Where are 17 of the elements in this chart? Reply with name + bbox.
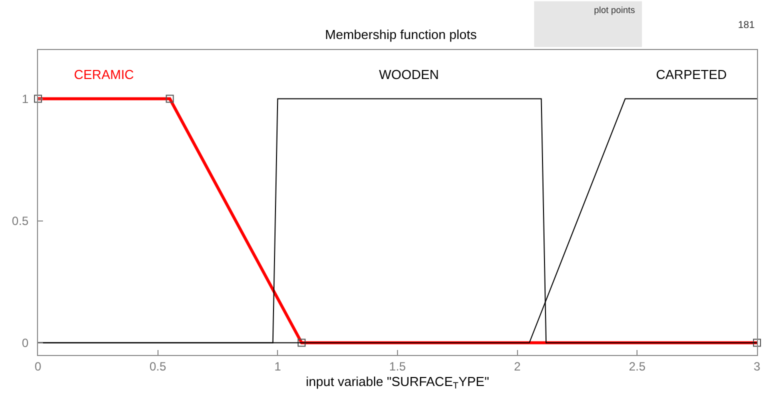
y-tick-label: 1 bbox=[22, 92, 29, 106]
y-tick-label: 0 bbox=[22, 336, 29, 350]
x-tick-label: 0.5 bbox=[149, 359, 166, 374]
x-tick-label: 1 bbox=[274, 359, 282, 374]
series-label: WOODEN bbox=[379, 67, 439, 82]
text: plot points bbox=[594, 5, 636, 15]
text: 181 bbox=[738, 20, 756, 31]
x-tick-label: 2.5 bbox=[628, 359, 646, 374]
chart-title: Membership function plots bbox=[325, 26, 478, 42]
x-axis-title: input variable "SURFACE$_{T}$YPE" bbox=[306, 374, 490, 391]
y-tick-label: 0.5 bbox=[12, 214, 29, 228]
series-label: CERAMIC bbox=[74, 67, 134, 82]
x-tick-label: 3 bbox=[754, 359, 761, 374]
x-tick-label: 2 bbox=[514, 359, 521, 374]
series-label: CARPETED bbox=[656, 67, 727, 82]
x-tick-label: 0 bbox=[34, 359, 42, 374]
x-tick-label: 1.5 bbox=[389, 359, 406, 374]
